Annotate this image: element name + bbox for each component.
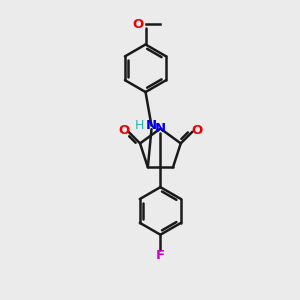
Text: H: H bbox=[135, 118, 144, 131]
Text: O: O bbox=[132, 18, 143, 31]
Text: N: N bbox=[155, 122, 166, 135]
Text: O: O bbox=[191, 124, 203, 137]
Text: O: O bbox=[118, 124, 129, 137]
Text: F: F bbox=[156, 249, 165, 262]
Text: N: N bbox=[146, 118, 157, 131]
